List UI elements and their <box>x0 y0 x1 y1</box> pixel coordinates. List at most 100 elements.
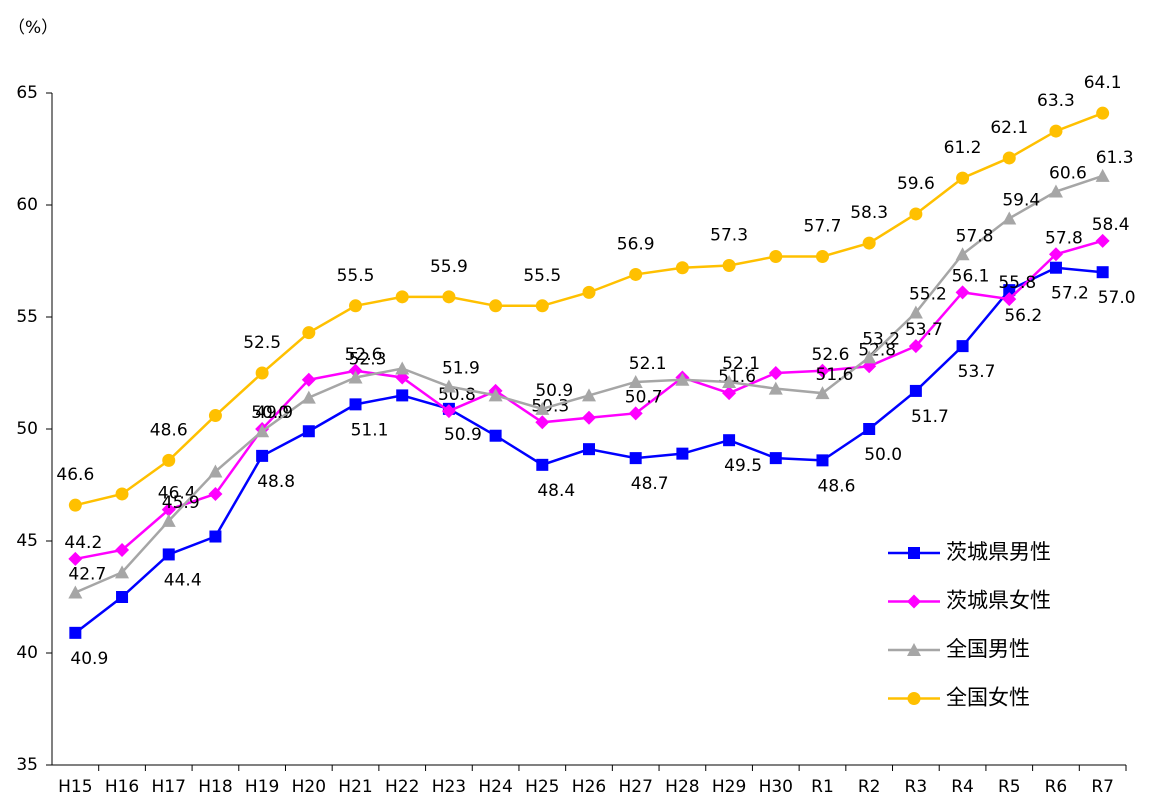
marker <box>396 389 409 402</box>
marker <box>208 486 223 501</box>
data-label: 61.2 <box>944 138 982 158</box>
legend-marker <box>907 692 921 705</box>
marker <box>302 425 315 438</box>
legend-label: 茨城県男性 <box>946 540 1051 564</box>
data-label: 48.6 <box>818 476 856 496</box>
marker <box>769 452 782 465</box>
marker <box>535 401 550 415</box>
data-label: 56.1 <box>952 266 990 286</box>
data-label: 57.7 <box>804 217 842 237</box>
data-label: 51.9 <box>442 358 480 378</box>
marker <box>161 502 176 517</box>
marker <box>69 626 82 639</box>
legend-marker <box>907 643 921 656</box>
marker <box>1003 284 1016 297</box>
marker <box>863 423 876 435</box>
marker <box>302 326 316 340</box>
x-tick-label: H19 <box>245 777 279 797</box>
marker <box>395 361 410 375</box>
data-label: 50.0 <box>864 445 902 465</box>
data-label: 57.8 <box>1045 228 1083 248</box>
data-label: 48.7 <box>631 474 669 494</box>
marker <box>582 388 596 402</box>
x-tick-label: H20 <box>292 777 326 797</box>
marker <box>908 305 923 319</box>
marker <box>722 386 737 401</box>
data-label: 46.4 <box>158 484 196 504</box>
x-tick-label: H15 <box>58 777 92 797</box>
marker <box>441 404 456 419</box>
data-label: 52.5 <box>243 333 281 353</box>
y-tick-label: 50 <box>16 419 38 439</box>
marker <box>489 299 503 313</box>
data-label: 55.2 <box>909 285 947 305</box>
data-label: 45.9 <box>162 493 200 513</box>
marker <box>441 379 456 393</box>
marker <box>349 299 363 313</box>
marker <box>349 398 362 411</box>
marker <box>68 498 82 512</box>
x-tick-label: H23 <box>432 777 466 797</box>
marker <box>769 250 783 264</box>
data-label: 55.8 <box>998 273 1036 293</box>
marker <box>722 374 737 388</box>
x-tick-label: H16 <box>105 777 139 797</box>
marker <box>68 585 83 599</box>
legend-label: 全国男性 <box>946 637 1030 661</box>
data-label: 60.6 <box>1049 164 1087 184</box>
marker <box>442 290 456 304</box>
data-label: 63.3 <box>1037 91 1075 111</box>
data-label: 51.7 <box>911 407 949 427</box>
marker <box>1049 261 1062 274</box>
data-label: 55.5 <box>523 266 561 286</box>
marker <box>862 236 876 250</box>
x-tick-label: R6 <box>1045 777 1068 797</box>
x-tick-label: H26 <box>572 777 606 797</box>
marker <box>116 591 129 603</box>
data-label: 62.1 <box>990 118 1028 138</box>
y-tick-label: 55 <box>16 307 38 327</box>
marker <box>582 410 596 425</box>
data-label: 48.4 <box>537 481 575 501</box>
marker <box>1002 292 1017 307</box>
data-label: 50.9 <box>535 381 573 401</box>
y-tick-label: 40 <box>16 643 38 663</box>
marker <box>536 458 549 471</box>
marker <box>676 447 689 460</box>
marker <box>956 340 969 353</box>
y-tick-label: 65 <box>16 83 38 103</box>
marker <box>1048 184 1063 198</box>
data-label: 59.4 <box>1002 190 1040 210</box>
y-axis-label: （%） <box>8 18 58 38</box>
data-label: 53.2 <box>862 329 900 349</box>
legend-marker <box>908 547 920 559</box>
marker <box>909 207 923 221</box>
marker <box>489 429 502 442</box>
marker <box>582 285 596 299</box>
marker <box>955 285 970 300</box>
marker <box>1095 168 1110 182</box>
y-tick-label: 60 <box>16 195 38 215</box>
data-label: 46.6 <box>56 465 94 485</box>
x-tick-label: H17 <box>152 777 186 797</box>
marker <box>629 267 643 281</box>
data-label: 52.6 <box>345 345 383 365</box>
marker <box>675 261 689 275</box>
data-label: 40.9 <box>70 649 108 669</box>
data-label: 49.5 <box>724 456 762 476</box>
x-tick-label: H21 <box>338 777 372 797</box>
marker <box>208 464 223 478</box>
data-label: 59.6 <box>897 174 935 194</box>
marker <box>162 453 176 467</box>
marker <box>535 299 549 313</box>
marker <box>1002 151 1016 165</box>
data-label: 44.2 <box>64 533 102 553</box>
x-tick-label: R1 <box>811 777 834 797</box>
data-label: 56.9 <box>617 234 655 254</box>
x-tick-label: H24 <box>478 777 512 797</box>
data-label: 48.6 <box>150 420 188 440</box>
legend-marker <box>907 594 921 609</box>
data-label: 57.3 <box>710 225 748 245</box>
data-label: 52.1 <box>629 354 667 374</box>
